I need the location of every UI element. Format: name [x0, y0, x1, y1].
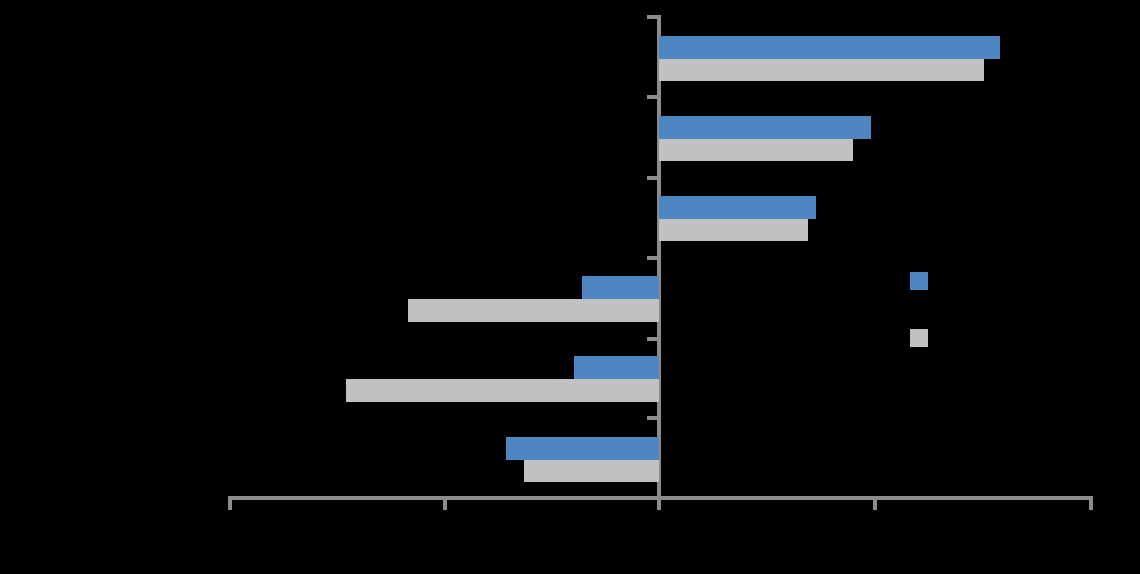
bar-series2-group2 [659, 138, 853, 162]
x-axis-tick [443, 496, 447, 510]
y-axis-tick [647, 416, 657, 420]
y-axis-tick [647, 337, 657, 341]
bar-series2-group3 [659, 218, 808, 242]
bar-series2-group1 [659, 58, 984, 81]
y-axis-tick [647, 256, 657, 260]
bar-series1-group6 [506, 436, 659, 460]
bar-series1-group4 [582, 276, 659, 300]
bar-series2-group5 [346, 379, 659, 402]
bar-series1-group5 [574, 356, 659, 380]
bar-series1-group1 [659, 35, 1000, 59]
x-axis-tick [228, 496, 232, 510]
legend-swatch-series1 [910, 272, 928, 290]
bar-series2-group6 [524, 459, 659, 482]
y-axis-line [657, 15, 661, 503]
y-axis-tick [647, 176, 657, 180]
x-axis-tick [657, 496, 661, 510]
y-axis-tick [647, 95, 657, 99]
x-axis-tick [1089, 496, 1093, 510]
bar-series2-group4 [408, 299, 659, 322]
x-axis-tick [873, 496, 877, 510]
bar-series1-group3 [659, 195, 816, 219]
y-axis-tick [647, 15, 657, 19]
legend-swatch-series2 [910, 329, 928, 347]
bar-series1-group2 [659, 115, 871, 139]
